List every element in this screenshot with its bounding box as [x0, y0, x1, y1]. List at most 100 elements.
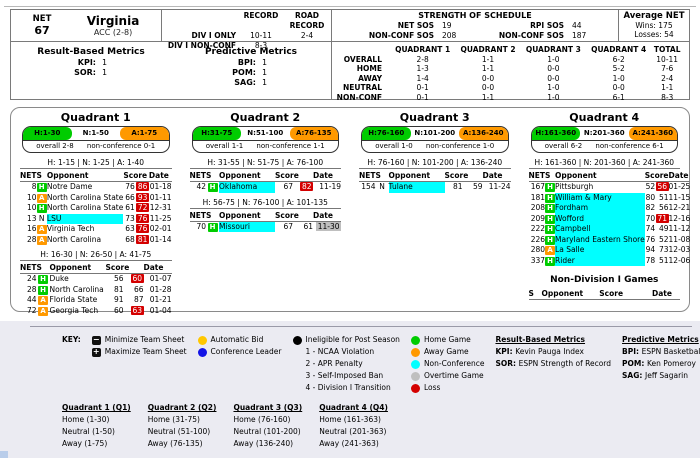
- ineligible-dot-icon: [292, 335, 302, 345]
- quadrant-definition-line: Away (241-363): [319, 439, 379, 448]
- predictive-metrics-title: Predictive Metrics: [204, 47, 298, 57]
- game-opponent: North Carolina State: [46, 192, 124, 202]
- game-net-rank: 280: [530, 245, 546, 254]
- game-site: H: [545, 224, 556, 235]
- quadrant-records: overall 2-8 non-conference 0-1: [23, 140, 169, 152]
- game-team-score: 78: [645, 255, 656, 265]
- game-date: 01-25: [668, 182, 691, 191]
- game-team-score: 80: [645, 192, 656, 202]
- net-team-sheet: NET 67 Virginia ACC (2-8) RECORD ROAD RE…: [0, 6, 700, 458]
- game-team-score: 74: [645, 224, 656, 233]
- games-table: NET S Opponent Score Date 8 H Notre Dame 76 86 01-…: [20, 170, 172, 245]
- game-row: 154 N Tulane 81 59 11-24: [359, 181, 511, 193]
- summary-value: 1-1: [481, 64, 495, 73]
- game-team-score: 67: [283, 221, 293, 231]
- score-column-header: Score: [123, 170, 149, 182]
- quadrant-definition-line: Away (136-240): [233, 439, 294, 448]
- key-item: Non-Conference: [410, 358, 484, 370]
- quadrant-column-1: Quadrant 1 H:1-30 N:1-50 A:1-75 overall 2-8 n…: [11, 108, 181, 316]
- game-row: 222 H Campbell 74 49 11-12: [529, 224, 690, 235]
- quadrant-range-pill: H:1-30 N:1-50 A:1-75 overall 2-8 non-confere…: [22, 126, 170, 153]
- section-range: H: 76-160 | N: 101-200 | A: 136-240: [359, 158, 511, 169]
- game-opponent: North Carolina: [49, 284, 104, 294]
- game-net-rank: 226: [530, 234, 546, 244]
- metric-description: Jeff Sagarin: [645, 371, 689, 380]
- game-date: 01-21: [149, 295, 172, 304]
- quadrant-range-chips: H:76-160 N:101-200 A:136-240: [362, 127, 508, 140]
- game-site: A: [37, 306, 50, 317]
- summary-value: 0-0: [481, 73, 495, 83]
- metric-definition: SAG: Jeff Sagarin: [622, 370, 700, 382]
- team-sheet-body: NET 67 Virginia ACC (2-8) RECORD ROAD RE…: [10, 9, 691, 316]
- game-opponent-score: 52: [658, 234, 669, 244]
- quadrant-definition-line: Neutral (201-363): [319, 427, 387, 436]
- key-item: Ineligible for Post Season: [292, 334, 400, 346]
- summary-value: 1-1: [481, 92, 495, 102]
- game-site: A: [36, 235, 47, 246]
- game-team-score: 61: [125, 203, 135, 212]
- net-column-header: NET: [359, 170, 376, 182]
- game-opponent: North Carolina: [46, 234, 102, 244]
- game-site: H: [545, 214, 556, 225]
- date-column-header: Date: [313, 209, 341, 222]
- date-column-header: Date: [143, 262, 172, 274]
- metric-abbr: SOR:: [495, 359, 519, 368]
- quadrant-definition-line: Neutral (1-50): [62, 427, 115, 436]
- key-item-label: Overtime Game: [423, 371, 484, 380]
- site-column-header: S: [36, 170, 47, 182]
- game-team-score: 63: [125, 224, 135, 233]
- game-team-score: 76: [645, 234, 656, 244]
- rpi-sos-label: RPI SOS: [530, 21, 564, 30]
- games-header-row: NET S Opponent Score Date: [20, 170, 172, 182]
- predictive-metric-value: 1: [262, 78, 268, 87]
- games-table: NET S Opponent Score Date 167 H Pittsburgh 52 56 0…: [528, 170, 691, 266]
- non-division-1-header-row: S Opponent Score Date: [528, 288, 680, 300]
- site-column-header: S: [206, 170, 220, 182]
- sos-title: STRENGTH OF SCHEDULE: [418, 11, 532, 20]
- summary-row-label: OVERALL: [343, 54, 382, 64]
- game-date: 11-08: [668, 234, 691, 244]
- away-range-chip: A:1-75: [120, 127, 169, 140]
- game-team-score: 81: [113, 284, 124, 294]
- game-opponent-score: 60: [124, 274, 144, 285]
- key-ineligible: Ineligible for Post Season 1 - NCAA Viola…: [292, 334, 400, 394]
- game-date: 11-15: [668, 192, 691, 202]
- nonconf-sos-value: 208: [442, 31, 457, 40]
- section-range: H: 1-15 | N: 1-25 | A: 1-40: [20, 158, 172, 169]
- scroll-corner: [0, 451, 8, 458]
- home-site-badge: H: [545, 256, 556, 266]
- game-row: 208 H Fordham 82 56 12-21: [529, 203, 690, 214]
- section-range: H: 161-360 | N: 201-360 | A: 241-360: [528, 158, 680, 169]
- score-column-header: Score: [599, 288, 652, 300]
- opponent-column-header: Opponent: [219, 170, 275, 182]
- home-site-badge: H: [545, 204, 556, 213]
- section-range: H: 56-75 | N: 76-100 | A: 101-135: [189, 198, 341, 209]
- game-opponent: Notre Dame: [46, 182, 93, 191]
- summary-value: 1-0: [547, 83, 560, 92]
- loss-score-highlight: 60: [130, 274, 144, 283]
- game-site: A: [36, 224, 47, 235]
- loss-score-highlight: 63: [130, 305, 144, 315]
- ineligible-note: 3 - Self-Imposed Ban: [305, 371, 384, 380]
- ineligible-note: 1 - NCAA Violation: [305, 347, 375, 356]
- result-metric: SOR: 1: [11, 68, 171, 78]
- game-opponent-score: 56: [658, 203, 669, 212]
- games-table: NET S Opponent Score Date 42 H Oklahoma 67 82 11-1…: [189, 170, 341, 193]
- net-column-header: NET: [20, 170, 37, 182]
- metrics-row: Result-Based Metrics KPI: 1 SOR: 1 Predicti…: [10, 42, 690, 102]
- game-date: 12-06: [668, 255, 691, 265]
- score-column-header: Score: [444, 170, 483, 182]
- game-date: 12-16: [668, 213, 691, 223]
- neutral-range-chip: N:51-100: [241, 127, 290, 140]
- away-range-chip: A:76-135: [289, 127, 338, 140]
- quadrant-column-2: Quadrant 2 H:31-75 N:51-100 A:76-135 overall…: [181, 108, 351, 311]
- average-net-title: Average NET: [623, 11, 685, 21]
- key-game-dots: Home Game Away Game Non-Conference Overtime…: [410, 334, 484, 394]
- loss-score-highlight: 82: [300, 182, 313, 191]
- predictive-metric: POM: 1: [171, 68, 331, 78]
- game-opponent: Virginia Tech: [46, 224, 95, 233]
- rpi-nonconf-sos-label: NON-CONF SOS: [498, 31, 564, 40]
- result-metric-label: KPI:: [77, 58, 96, 67]
- key-item: − Minimize Team Sheet: [91, 334, 187, 346]
- key-item: Conference Leader: [197, 346, 282, 358]
